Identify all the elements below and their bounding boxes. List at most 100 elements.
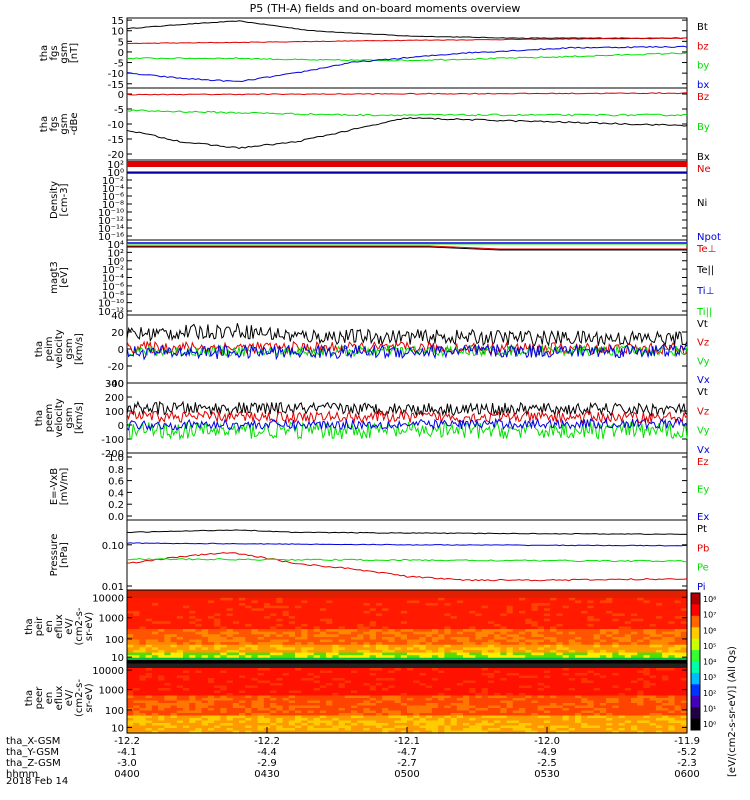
- heatmap-cell: [351, 705, 358, 709]
- heatmap-cell: [537, 698, 545, 702]
- heatmap-cell: [562, 688, 570, 692]
- heatmap-cell: [214, 649, 221, 654]
- heatmap-cell: [631, 621, 638, 625]
- heatmap-cell: [176, 621, 184, 625]
- legend-label: by: [697, 61, 709, 72]
- heatmap-cell: [587, 608, 595, 612]
- heatmap-cell: [369, 621, 377, 625]
- heatmap-cell: [164, 670, 172, 674]
- heatmap-cell: [151, 597, 159, 602]
- heatmap-cell: [438, 695, 445, 699]
- heatmap-cell: [326, 695, 333, 699]
- heatmap-cell: [481, 597, 489, 602]
- heatmap-cell: [245, 720, 253, 724]
- heatmap-cell: [506, 710, 514, 714]
- y-axis-label: [eV]: [59, 267, 70, 288]
- heatmap-cell: [618, 592, 626, 596]
- heatmap-cell: [214, 713, 221, 717]
- heatmap-cell: [251, 642, 259, 646]
- heatmap-cell: [599, 613, 607, 617]
- heatmap-cell: [288, 621, 296, 625]
- heatmap-cell: [649, 603, 657, 607]
- heatmap-cell: [158, 603, 165, 607]
- heatmap-cell: [581, 597, 589, 602]
- heatmap-cell: [295, 610, 302, 615]
- heatmap-cell: [581, 655, 589, 659]
- heatmap-cell: [394, 618, 402, 622]
- heatmap-cell: [599, 710, 607, 714]
- heatmap-cell: [531, 715, 539, 719]
- heatmap-cell: [655, 621, 663, 625]
- heatmap-cell: [469, 678, 477, 682]
- heatmap-cell: [425, 678, 433, 682]
- heatmap-cell: [525, 592, 533, 596]
- heatmap-cell: [307, 713, 315, 717]
- heatmap-cell: [201, 695, 209, 699]
- heatmap-cell: [400, 603, 408, 607]
- heatmap-band: [127, 660, 687, 663]
- heatmap-cell: [326, 613, 333, 617]
- heatmap-cell: [543, 668, 551, 672]
- heatmap-cell: [319, 647, 327, 651]
- heatmap-cell: [394, 639, 402, 643]
- heatmap-cell: [288, 608, 296, 612]
- heatmap-cell: [568, 610, 576, 615]
- heatmap-cell: [487, 670, 495, 674]
- heatmap-cell: [394, 600, 402, 604]
- heatmap-cell: [207, 693, 215, 697]
- heatmap-cell: [344, 670, 352, 674]
- heatmap-cell: [257, 592, 265, 596]
- heatmap-cell: [288, 629, 296, 633]
- heatmap-cell: [425, 683, 433, 687]
- heatmap-cell: [394, 708, 402, 712]
- heatmap-cell: [562, 616, 570, 620]
- heatmap-cell: [500, 705, 508, 709]
- heatmap-cell: [183, 683, 190, 687]
- heatmap-cell: [593, 688, 601, 692]
- heatmap-cell: [282, 603, 290, 607]
- heatmap-cell: [487, 690, 495, 694]
- heatmap-cell: [481, 595, 489, 599]
- heatmap-cell: [662, 629, 669, 633]
- heatmap-cell: [270, 610, 277, 615]
- y-tick-label: -5: [114, 59, 124, 70]
- heatmap-cell: [270, 639, 277, 643]
- heatmap-cell: [550, 655, 557, 659]
- heatmap-cell: [655, 688, 663, 692]
- heatmap-cell: [351, 688, 358, 692]
- heatmap-cell: [220, 708, 228, 712]
- heatmap-cell: [581, 680, 589, 684]
- heatmap-cell: [643, 603, 651, 607]
- heatmap-cell: [469, 595, 477, 599]
- heatmap-cell: [531, 670, 539, 674]
- heatmap-cell: [543, 631, 551, 635]
- heatmap-cell: [239, 673, 246, 677]
- heatmap-cell: [127, 680, 134, 684]
- heatmap-cell: [263, 605, 271, 609]
- heatmap-cell: [245, 668, 253, 672]
- heatmap-cell: [295, 631, 302, 635]
- heatmap-cell: [245, 693, 253, 697]
- heatmap-cell: [599, 685, 607, 689]
- heatmap-cell: [282, 710, 290, 714]
- heatmap-cell: [207, 644, 215, 648]
- heatmap-cell: [543, 703, 551, 707]
- heatmap-cell: [512, 616, 520, 620]
- heatmap-cell: [301, 634, 309, 638]
- heatmap-cell: [332, 690, 340, 694]
- heatmap-cell: [369, 670, 377, 674]
- heatmap-cell: [301, 718, 309, 722]
- heatmap-cell: [201, 675, 209, 679]
- heatmap-cell: [189, 639, 197, 643]
- heatmap-cell: [438, 639, 445, 643]
- heatmap-cell: [400, 655, 408, 659]
- heatmap-cell: [295, 590, 302, 594]
- heatmap-cell: [400, 590, 408, 594]
- heatmap-cell: [456, 600, 464, 604]
- heatmap-cell: [438, 688, 445, 692]
- heatmap-cell: [201, 647, 209, 651]
- heatmap-cell: [201, 665, 209, 669]
- heatmap-cell: [151, 690, 159, 694]
- legend-label: Vy: [697, 356, 710, 367]
- heatmap-cell: [357, 605, 365, 609]
